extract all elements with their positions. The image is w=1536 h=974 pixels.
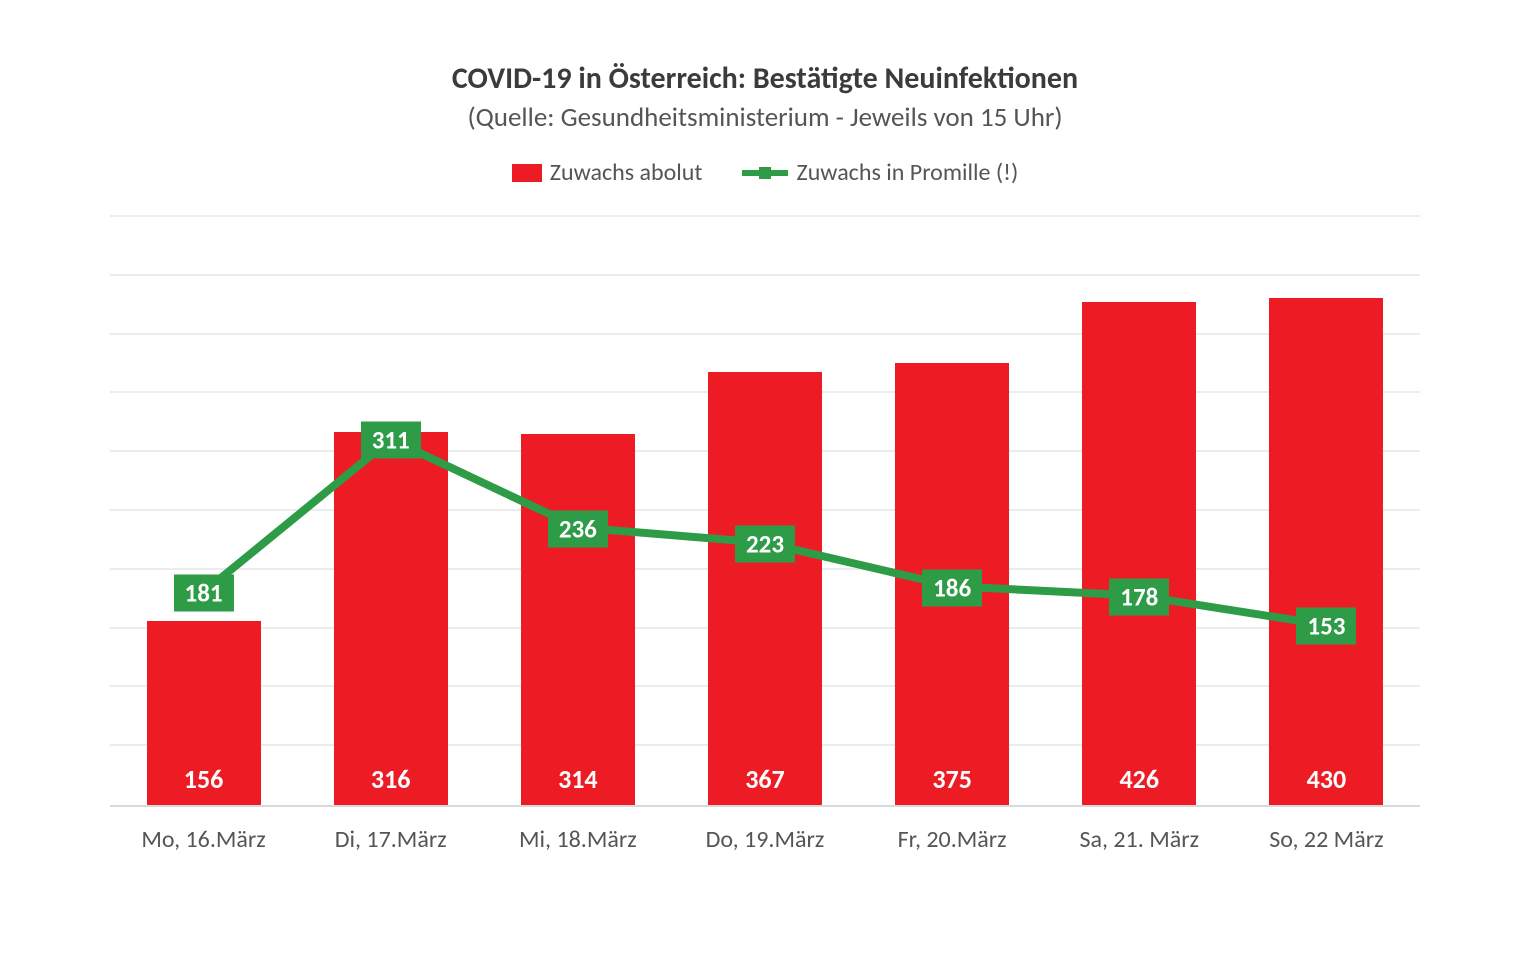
line-value-label: 181	[174, 575, 234, 612]
x-axis-label: Di, 17.März	[297, 825, 484, 854]
legend-item-line: Zuwachs in Promille (!)	[742, 158, 1018, 187]
chart-title: COVID-19 in Österreich: Bestätigte Neuin…	[100, 60, 1430, 97]
line-series-svg	[110, 217, 1420, 805]
line-value-label: 236	[548, 510, 608, 547]
legend-label-line: Zuwachs in Promille (!)	[796, 158, 1018, 187]
line-value-label: 311	[361, 422, 421, 459]
chart-container: COVID-19 in Österreich: Bestätigte Neuin…	[100, 60, 1430, 854]
line-value-label: 178	[1109, 578, 1169, 615]
x-axis-label: Mo, 16.März	[110, 825, 297, 854]
line-value-label: 186	[922, 569, 982, 606]
plot-area-wrap: 1563163143673754264301813112362231861781…	[110, 217, 1420, 854]
x-axis-label: Sa, 21. März	[1046, 825, 1233, 854]
legend-label-bar: Zuwachs abolut	[550, 158, 703, 187]
legend-swatch-line	[742, 168, 788, 178]
x-axis-label: Do, 19.März	[671, 825, 858, 854]
x-axis-label: So, 22 März	[1233, 825, 1420, 854]
chart-legend: Zuwachs abolut Zuwachs in Promille (!)	[100, 158, 1430, 187]
line-value-label: 223	[735, 525, 795, 562]
plot-area: 1563163143673754264301813112362231861781…	[110, 217, 1420, 807]
x-axis-label: Fr, 20.März	[859, 825, 1046, 854]
legend-item-bar: Zuwachs abolut	[512, 158, 703, 187]
x-axis: Mo, 16.MärzDi, 17.MärzMi, 18.MärzDo, 19.…	[110, 825, 1420, 854]
x-axis-label: Mi, 18.März	[484, 825, 671, 854]
legend-swatch-bar	[512, 164, 542, 182]
line-value-label: 153	[1296, 608, 1356, 645]
chart-subtitle: (Quelle: Gesundheitsministerium - Jeweil…	[100, 101, 1430, 134]
